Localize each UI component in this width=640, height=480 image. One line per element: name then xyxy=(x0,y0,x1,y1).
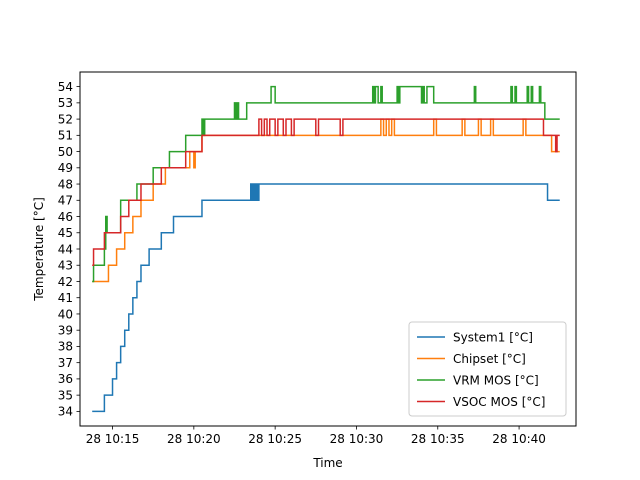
y-tick-label: 44 xyxy=(58,242,73,256)
legend-label-2: Chipset [°C] xyxy=(453,352,526,366)
y-tick-label: 52 xyxy=(58,112,73,126)
y-tick-label: 38 xyxy=(58,340,73,354)
y-tick-label: 47 xyxy=(58,194,73,208)
y-tick-label: 50 xyxy=(58,145,73,159)
y-tick-label: 46 xyxy=(58,210,73,224)
x-tick-label: 28 10:20 xyxy=(167,432,221,446)
y-tick-label: 43 xyxy=(58,259,73,273)
y-axis-ticks: 34 35 36 37 38 39 40 41 42 43 44 45 46 47 48 49 50 51 52 53… xyxy=(58,80,80,419)
y-tick-label: 36 xyxy=(58,372,73,386)
x-tick-label: 28 10:25 xyxy=(248,432,302,446)
series-line-4 xyxy=(92,118,560,266)
y-tick-label: 53 xyxy=(58,96,73,110)
y-tick-label: 48 xyxy=(58,177,73,191)
y-tick-label: 37 xyxy=(58,356,73,370)
y-tick-label: 41 xyxy=(58,291,73,305)
x-axis-ticks: 28 10:15 28 10:20 28 10:25 28 10:30 28 10:35… xyxy=(86,426,546,446)
x-tick-label: 28 10:35 xyxy=(411,432,465,446)
series-line-3 xyxy=(92,85,560,283)
y-tick-label: 40 xyxy=(58,307,73,321)
y-axis-label: Temperature [°C] xyxy=(32,197,46,302)
y-tick-label: 49 xyxy=(58,161,73,175)
y-tick-label: 54 xyxy=(58,80,73,94)
series-line-1 xyxy=(92,183,560,413)
x-tick-label: 28 10:15 xyxy=(86,432,140,446)
legend-box xyxy=(408,321,567,417)
legend-label-4: VSOC MOS [°C] xyxy=(453,395,545,409)
y-tick-label: 39 xyxy=(58,323,73,337)
legend-label-1: System1 [°C] xyxy=(453,330,533,344)
x-axis-label: Time xyxy=(312,456,342,470)
y-tick-label: 34 xyxy=(58,405,73,419)
y-tick-label: 35 xyxy=(58,388,73,402)
legend: System1 [°C] Chipset [°C] VRM MOS [°C] VSOC… xyxy=(408,321,567,417)
y-tick-label: 51 xyxy=(58,129,73,143)
legend-label-3: VRM MOS [°C] xyxy=(453,373,539,387)
y-tick-label: 45 xyxy=(58,226,73,240)
y-tick-label: 42 xyxy=(58,275,73,289)
x-tick-label: 28 10:30 xyxy=(330,432,384,446)
series-layer xyxy=(92,85,560,413)
x-tick-label: 28 10:40 xyxy=(492,432,546,446)
